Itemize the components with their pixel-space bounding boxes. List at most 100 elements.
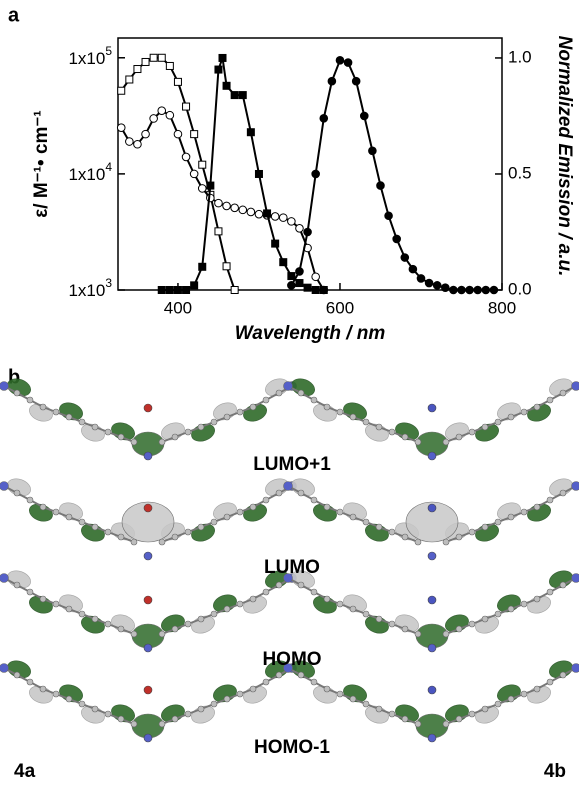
- atom: [534, 686, 540, 692]
- atom: [428, 504, 436, 512]
- atom: [428, 596, 436, 604]
- marker: [198, 185, 206, 193]
- atom: [172, 716, 178, 722]
- x-axis-label: Wavelength / nm: [235, 323, 386, 344]
- y2-tick-label: 0.0: [508, 279, 532, 298]
- atom: [250, 404, 256, 410]
- atom: [350, 414, 356, 420]
- atom: [402, 716, 408, 722]
- atom: [105, 711, 111, 717]
- atom: [443, 721, 449, 727]
- atom: [198, 706, 204, 712]
- atom: [482, 706, 488, 712]
- y-tick-label: 1x103: [68, 276, 112, 300]
- atom: [131, 721, 137, 727]
- atom: [159, 439, 165, 445]
- marker: [312, 287, 319, 294]
- atom: [0, 382, 9, 391]
- atom: [376, 424, 382, 430]
- atom: [263, 397, 269, 403]
- atom: [456, 716, 462, 722]
- atom: [40, 404, 46, 410]
- atom: [224, 696, 230, 702]
- atom: [118, 534, 124, 540]
- atom: [198, 524, 204, 530]
- atom: [298, 490, 304, 496]
- atom: [237, 691, 243, 697]
- atom: [40, 596, 46, 602]
- atom: [185, 711, 191, 717]
- marker: [191, 282, 198, 289]
- marker: [126, 76, 133, 83]
- atom: [428, 686, 436, 694]
- marker: [482, 286, 490, 294]
- atom: [311, 497, 317, 503]
- atom: [237, 409, 243, 415]
- atom: [159, 539, 165, 545]
- atom: [118, 626, 124, 632]
- atom: [469, 711, 475, 717]
- atom: [337, 409, 343, 415]
- atom: [363, 519, 369, 525]
- atom: [263, 679, 269, 685]
- atom: [456, 534, 462, 540]
- atom: [443, 439, 449, 445]
- y-tick-label-base: 1x10: [68, 281, 105, 300]
- atom: [337, 509, 343, 515]
- y2-tick-label: 1.0: [508, 47, 532, 66]
- atom: [144, 686, 152, 694]
- marker: [231, 92, 238, 99]
- atom: [508, 514, 514, 520]
- marker: [183, 287, 190, 294]
- marker: [304, 284, 311, 291]
- compound-label: 4a: [14, 761, 36, 782]
- atom: [560, 490, 566, 496]
- marker: [474, 286, 482, 294]
- atom: [131, 439, 137, 445]
- y-tick-label-exponent: 5: [105, 44, 112, 58]
- marker: [215, 228, 222, 235]
- atom: [495, 519, 501, 525]
- atom: [508, 606, 514, 612]
- marker: [296, 268, 304, 276]
- series-line: [291, 60, 494, 290]
- atom: [363, 419, 369, 425]
- atom: [79, 419, 85, 425]
- atom: [389, 529, 395, 535]
- atom: [27, 497, 33, 503]
- atom: [14, 672, 20, 678]
- atom: [105, 429, 111, 435]
- atom: [482, 424, 488, 430]
- atom: [53, 691, 59, 697]
- marker: [312, 273, 320, 281]
- atom: [172, 434, 178, 440]
- marker: [328, 77, 336, 85]
- marker: [150, 115, 158, 123]
- atom: [66, 606, 72, 612]
- atom: [482, 616, 488, 622]
- marker: [126, 138, 134, 146]
- atom: [144, 452, 152, 460]
- atom: [469, 621, 475, 627]
- atom: [250, 504, 256, 510]
- marker: [450, 286, 458, 294]
- compound-label: 4b: [544, 761, 566, 782]
- atom: [376, 616, 382, 622]
- atom: [508, 696, 514, 702]
- atom: [211, 519, 217, 525]
- marker: [352, 77, 360, 85]
- atom: [495, 701, 501, 707]
- marker: [239, 206, 247, 214]
- atom: [428, 734, 436, 742]
- atom: [482, 524, 488, 530]
- marker: [288, 273, 295, 280]
- orbital-label: HOMO-1: [254, 737, 330, 758]
- atom: [534, 404, 540, 410]
- marker: [207, 182, 214, 189]
- atom: [118, 716, 124, 722]
- atom: [415, 439, 421, 445]
- atom: [560, 582, 566, 588]
- marker: [458, 286, 466, 294]
- marker: [199, 263, 206, 270]
- atom: [363, 611, 369, 617]
